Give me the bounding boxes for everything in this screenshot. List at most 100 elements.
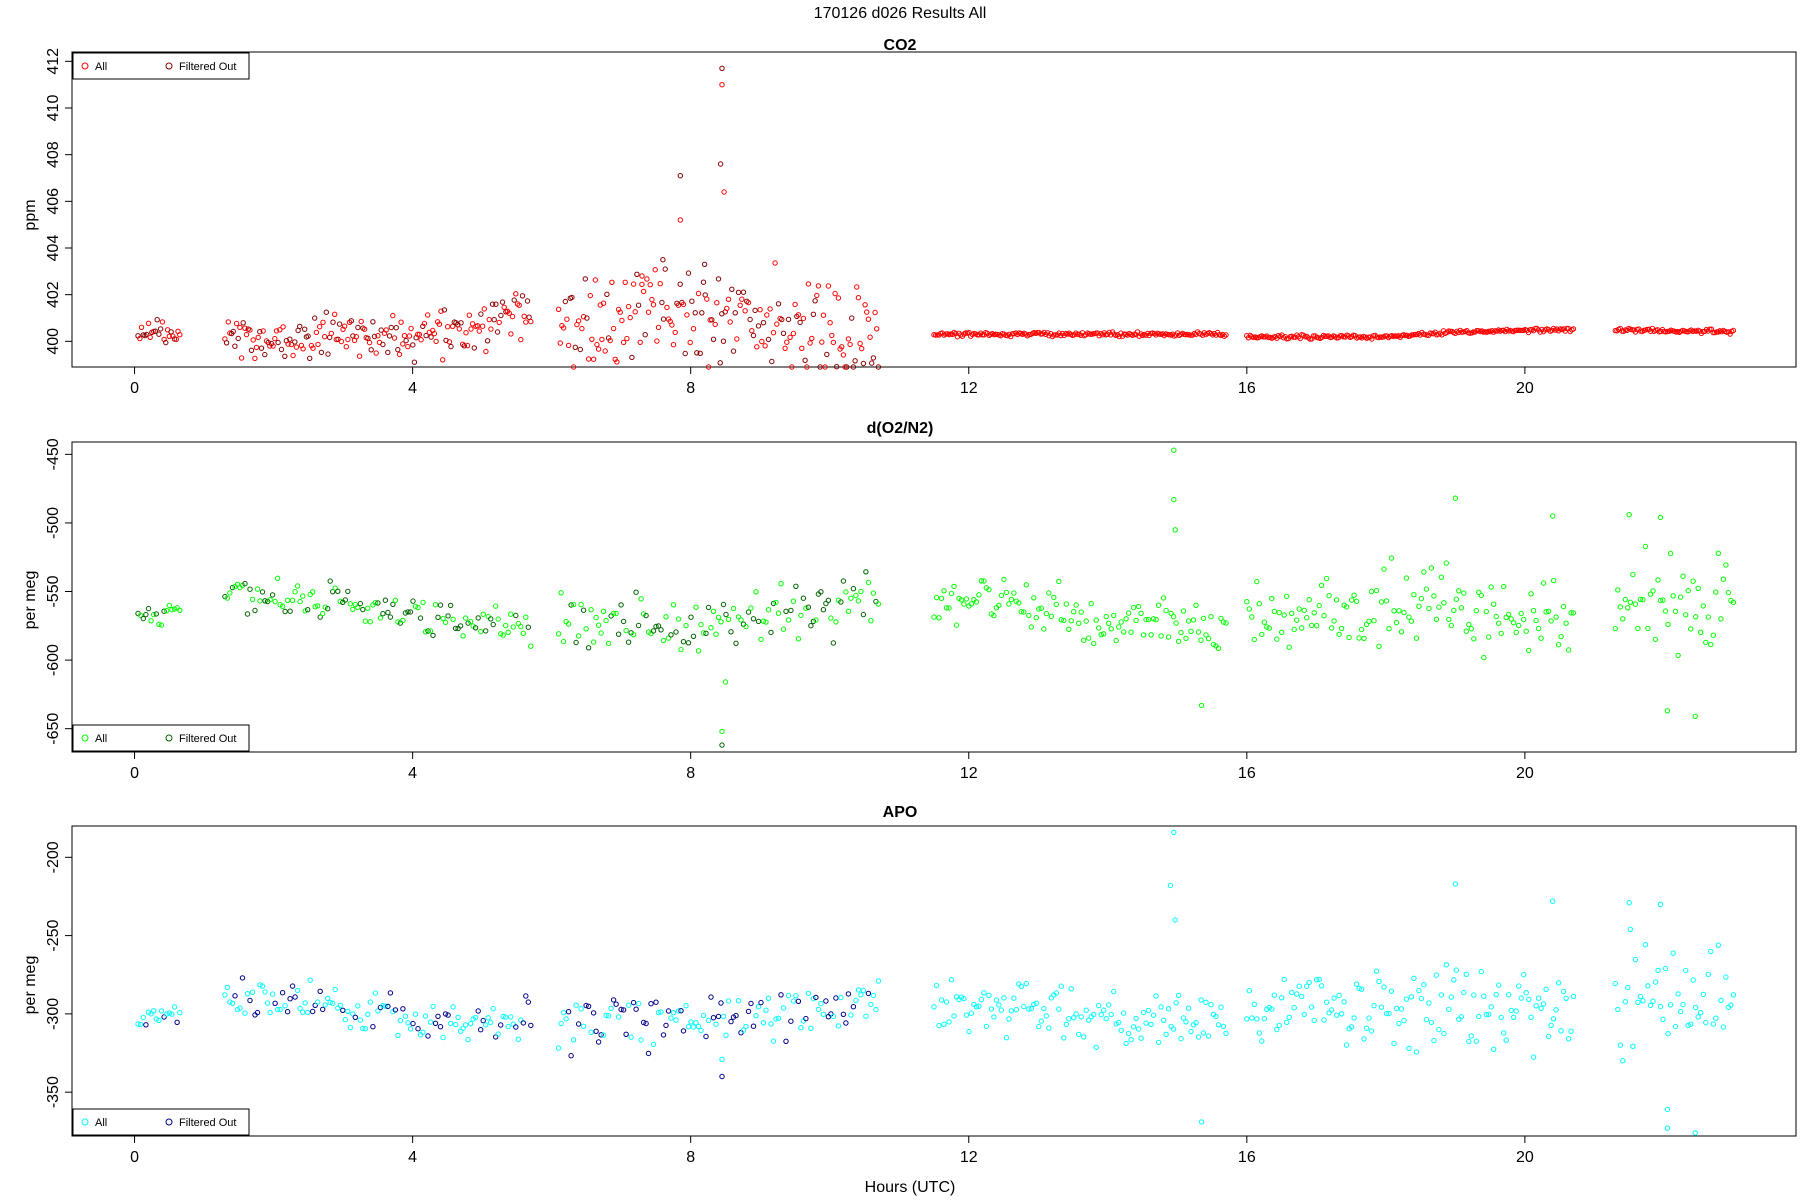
apo-data-point	[1728, 1002, 1734, 1008]
apo-data-point	[1173, 1000, 1179, 1006]
o2n2-data-point	[1413, 635, 1420, 641]
co2-data-point	[383, 327, 389, 333]
co2-data-point	[386, 333, 393, 339]
co2-data-point	[250, 337, 256, 343]
apo-data-point	[1493, 991, 1499, 998]
o2n2-data-point	[583, 626, 589, 632]
o2n2-data-point	[1125, 610, 1132, 616]
apo-data-point	[262, 989, 268, 995]
o2n2-data-point	[488, 616, 494, 622]
co2-x-tick-label: 0	[130, 380, 139, 397]
co2-data-point	[844, 364, 850, 370]
o2n2-data-point	[1311, 610, 1317, 616]
apo-data-point	[785, 992, 792, 999]
o2n2-data-point	[660, 637, 667, 644]
o2n2-outlier-point	[719, 742, 725, 748]
o2n2-data-point	[1416, 603, 1422, 609]
o2n2-data-point	[848, 595, 854, 601]
o2n2-data-point	[310, 589, 316, 595]
o2n2-data-point	[1448, 622, 1455, 629]
co2-data-point	[860, 360, 867, 367]
co2-data-point	[408, 325, 414, 332]
co2-data-point	[610, 325, 617, 332]
co2-data-point	[345, 336, 351, 343]
co2-data-point	[800, 315, 807, 322]
apo-data-point	[1448, 994, 1455, 1000]
o2n2-data-point	[345, 588, 351, 595]
apo-data-point	[1108, 1011, 1114, 1018]
apo-outlier-point	[1198, 1119, 1205, 1125]
o2n2-data-point	[1073, 602, 1079, 608]
o2n2-data-point	[860, 611, 867, 618]
apo-data-point	[1021, 1003, 1027, 1010]
apo-data-point	[850, 1004, 857, 1010]
co2-data-point	[498, 312, 504, 319]
co2-data-point	[508, 331, 514, 337]
co2-data-point	[712, 321, 718, 328]
co2-data-point	[365, 335, 371, 341]
o2n2-data-point	[941, 588, 947, 594]
apo-data-point	[1038, 1018, 1045, 1024]
co2-data-point	[652, 267, 658, 273]
o2n2-data-point	[352, 601, 358, 608]
apo-data-point	[600, 1032, 607, 1038]
o2n2-data-point	[1411, 592, 1417, 598]
apo-data-point	[1403, 996, 1410, 1002]
co2-data-point	[767, 306, 773, 312]
co2-data-point	[456, 326, 462, 332]
o2n2-data-point	[1660, 597, 1666, 603]
o2n2-data-point	[1423, 586, 1430, 592]
o2n2-data-point	[257, 598, 263, 604]
o2n2-data-point	[1096, 625, 1102, 631]
apo-data-point	[593, 1028, 599, 1035]
apo-data-point	[135, 1021, 141, 1027]
o2n2-data-point	[638, 596, 644, 602]
o2n2-data-point	[603, 617, 609, 624]
apo-data-point	[493, 1034, 499, 1040]
apo-data-point	[1473, 1038, 1480, 1044]
co2-outlier-point	[701, 261, 708, 267]
o2n2-data-point	[598, 630, 604, 636]
o2n2-data-point	[573, 639, 579, 646]
apo-data-point	[843, 1020, 849, 1026]
apo-data-point	[1416, 987, 1422, 994]
o2n2-data-point	[1205, 635, 1212, 642]
apo-data-point	[873, 1006, 879, 1013]
co2-legend-marker	[81, 62, 89, 70]
co2-data-point	[173, 336, 180, 342]
apo-data-point	[337, 1002, 343, 1009]
apo-data-point	[332, 986, 338, 993]
apo-data-point	[395, 1032, 401, 1039]
apo-data-point	[1135, 1026, 1142, 1032]
apo-data-point	[1363, 1025, 1370, 1031]
apo-data-point	[1145, 1007, 1152, 1014]
co2-data-point	[166, 333, 173, 339]
o2n2-data-point	[773, 599, 779, 606]
apo-data-point	[1413, 1049, 1420, 1055]
co2-data-point	[807, 340, 813, 346]
o2n2-data-point	[1718, 616, 1724, 622]
o2n2-data-point	[1703, 639, 1709, 646]
co2-data-point	[644, 276, 650, 282]
apo-data-point	[1185, 1005, 1192, 1011]
o2n2-data-point	[1441, 600, 1447, 606]
co2-data-point	[390, 312, 396, 319]
o2n2-data-point	[1620, 616, 1626, 622]
o2n2-data-point	[1135, 603, 1142, 610]
apo-y-tick-label: -250	[45, 919, 62, 951]
co2-data-point	[714, 300, 720, 306]
apo-data-point	[1318, 983, 1325, 989]
co2-data-point	[247, 327, 253, 333]
o2n2-data-point	[933, 594, 940, 601]
co2-data-point	[624, 335, 630, 342]
o2n2-data-point	[262, 598, 268, 604]
co2-data-point	[368, 347, 374, 353]
o2n2-data-point	[1685, 587, 1691, 594]
o2n2-data-point	[259, 589, 266, 595]
apo-data-point	[1548, 1022, 1554, 1029]
co2-data-point	[1527, 327, 1533, 333]
o2n2-data-point	[593, 614, 599, 621]
apo-outlier-point	[719, 1056, 725, 1063]
apo-data-point	[563, 1016, 569, 1022]
co2-y-tick-label: 408	[45, 141, 62, 168]
